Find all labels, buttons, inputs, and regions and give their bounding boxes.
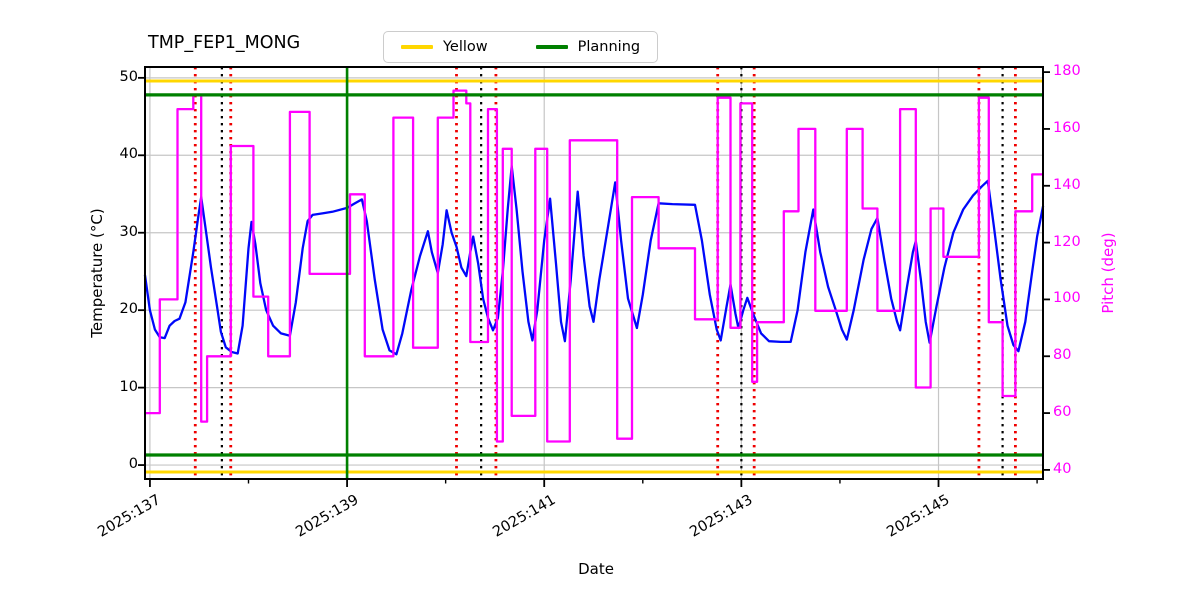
- x-axis-label: Date: [578, 560, 614, 578]
- legend-item-yellow: Yellow: [401, 39, 488, 55]
- y-left-tick-label: 10: [119, 378, 138, 395]
- y-axis-label-right: Pitch (deg): [1099, 232, 1117, 314]
- legend-item-planning: Planning: [535, 39, 641, 55]
- y-left-tick-label: 20: [119, 301, 138, 318]
- y-right-tick-label: 40: [1053, 460, 1072, 477]
- y-left-tick-label: 40: [119, 146, 138, 163]
- y-right-tick-label: 60: [1053, 404, 1072, 421]
- y-right-tick-label: 100: [1053, 290, 1081, 307]
- y-right-tick-label: 160: [1053, 119, 1081, 136]
- legend-label-planning: Planning: [577, 39, 641, 55]
- y-left-tick-label: 0: [128, 456, 138, 473]
- y-right-tick-label: 140: [1053, 176, 1081, 193]
- yellow-line-swatch: [401, 45, 433, 49]
- y-left-tick-label: 30: [119, 223, 138, 240]
- chart-title: TMP_FEP1_MONG: [148, 33, 301, 53]
- axes-spines: [144, 66, 1044, 480]
- pitch-line: [145, 89, 1043, 443]
- y-left-tick-label: 50: [119, 68, 138, 85]
- y-right-tick-label: 120: [1053, 233, 1081, 250]
- planning-line-swatch: [535, 45, 568, 49]
- y-right-tick-label: 180: [1053, 63, 1081, 80]
- legend: Yellow Planning: [383, 31, 659, 63]
- y-right-tick-label: 80: [1053, 347, 1072, 364]
- legend-label-yellow: Yellow: [443, 39, 488, 55]
- temperature-line: [143, 164, 1045, 356]
